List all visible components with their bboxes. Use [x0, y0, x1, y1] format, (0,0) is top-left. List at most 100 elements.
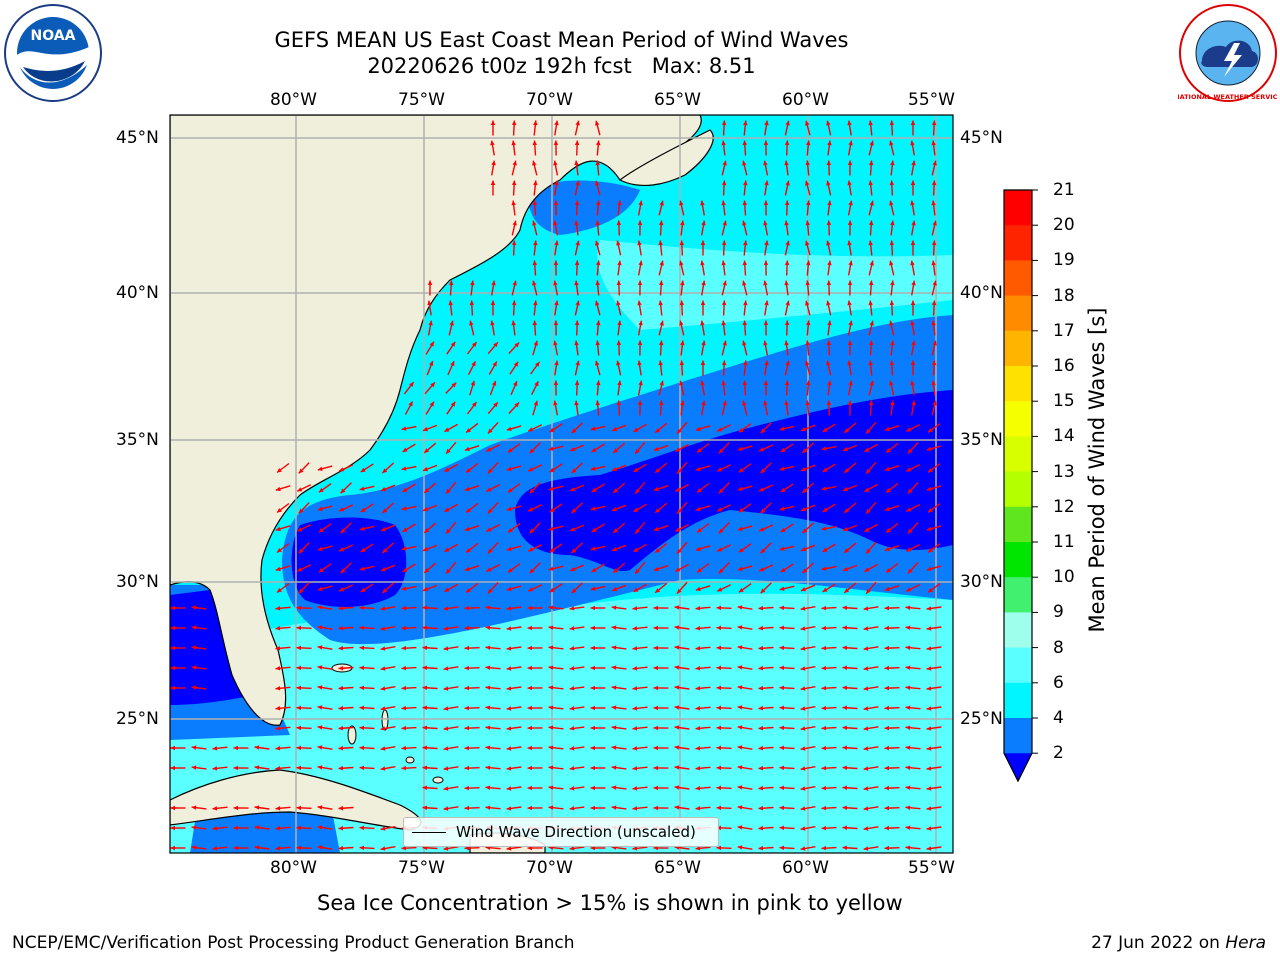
wind-wave-arrowhead: [695, 586, 701, 592]
wind-wave-arrowhead: [890, 220, 895, 226]
wind-wave-arrowhead: [866, 468, 871, 474]
wind-wave-arrowhead: [802, 448, 808, 453]
wind-wave-arrowhead: [805, 240, 810, 246]
wind-wave-arrowhead: [779, 725, 785, 731]
wind-wave-arrowhead: [486, 447, 492, 452]
wind-wave-arrowhead: [485, 805, 491, 810]
wind-wave-arrowhead: [843, 566, 848, 572]
wind-wave-arrowhead: [360, 507, 366, 513]
wind-wave-arrowhead: [827, 140, 832, 146]
wind-wave-arrowhead: [784, 140, 790, 145]
wind-wave-arrowhead: [506, 466, 512, 471]
wind-wave-arrowhead: [718, 528, 724, 534]
wind-wave-arrowhead: [611, 725, 617, 730]
wind-wave-arrowhead: [653, 645, 658, 651]
wind-wave-arrowhead: [506, 426, 512, 431]
wind-wave-arrowhead: [653, 705, 658, 711]
wind-wave-arrowhead: [381, 527, 386, 532]
wind-wave-arrowhead: [886, 528, 891, 533]
wind-wave-arrowhead: [490, 320, 495, 326]
wind-wave-arrowhead: [491, 280, 496, 286]
wind-wave-arrowhead: [653, 765, 658, 771]
wind-wave-arrowhead: [338, 725, 344, 731]
wind-wave-arrowhead: [464, 685, 469, 691]
wind-wave-arrowhead: [595, 120, 600, 126]
wind-wave-arrowhead: [506, 746, 512, 751]
wind-wave-arrowhead: [780, 567, 786, 573]
wind-wave-arrowhead: [487, 428, 493, 434]
wind-wave-arrowhead: [658, 220, 664, 226]
wind-wave-arrowhead: [487, 588, 493, 594]
wind-wave-arrowhead: [527, 645, 532, 651]
wind-wave-arrowhead: [590, 705, 595, 711]
wind-wave-arrowhead: [422, 745, 428, 751]
wind-wave-arrowhead: [632, 726, 638, 731]
wind-wave-arrowhead: [570, 487, 576, 492]
wind-wave-arrowhead: [275, 646, 281, 651]
wind-wave-arrowhead: [485, 745, 491, 750]
wind-wave-arrowhead: [318, 487, 324, 493]
wind-wave-arrowhead: [338, 845, 344, 851]
wind-wave-arrowhead: [821, 526, 827, 531]
wind-wave-arrowhead: [889, 300, 895, 306]
wind-wave-arrowhead: [466, 548, 471, 553]
wind-wave-arrowhead: [595, 400, 600, 406]
wind-wave-arrowhead: [487, 468, 493, 474]
wind-wave-arrowhead: [716, 605, 721, 611]
wind-wave-arrowhead: [170, 805, 175, 811]
wind-wave-arrowhead: [446, 448, 451, 454]
wind-wave-arrowhead: [574, 200, 580, 205]
wind-wave-arrowhead: [737, 705, 743, 710]
wind-wave-arrowhead: [191, 825, 197, 830]
wind-wave-arrowhead: [170, 645, 175, 651]
wind-wave-arrowhead: [590, 426, 596, 431]
wind-wave-arrowhead: [443, 686, 449, 691]
wind-wave-arrowhead: [863, 806, 869, 811]
wind-wave-arrowhead: [233, 765, 238, 771]
wind-wave-arrowhead: [401, 645, 407, 651]
wind-wave-arrowhead: [911, 340, 916, 346]
wind-wave-arrowhead: [847, 220, 853, 225]
wind-wave-arrowhead: [254, 765, 260, 770]
wind-wave-arrowhead: [931, 300, 937, 306]
wind-wave-arrowhead: [926, 786, 932, 791]
wind-wave-arrowhead: [926, 686, 932, 691]
wind-wave-arrowhead: [763, 380, 769, 385]
lon-tick-bottom-55w: 55°W: [908, 858, 955, 878]
wind-wave-arrowhead: [569, 686, 575, 691]
wind-wave-arrowhead: [779, 426, 785, 431]
wind-wave-arrowhead: [548, 645, 554, 650]
wind-wave-arrowhead: [779, 605, 785, 611]
wind-wave-arrowhead: [843, 486, 848, 492]
wind-wave-arrowhead: [338, 625, 344, 631]
wind-wave-arrowhead: [443, 666, 449, 671]
wind-wave-arrowhead: [611, 805, 617, 810]
wind-wave-arrowhead: [884, 725, 889, 731]
wind-wave-arrowhead: [380, 666, 386, 671]
wind-wave-arrowhead: [805, 120, 810, 126]
wind-wave-arrowhead: [527, 625, 532, 631]
wind-wave-arrowhead: [737, 605, 743, 610]
wind-wave-arrowhead: [931, 240, 937, 246]
wind-wave-arrowhead: [469, 320, 474, 326]
wind-wave-arrowhead: [716, 785, 721, 791]
wind-wave-arrowhead: [822, 547, 828, 552]
wind-wave-arrowhead: [932, 280, 937, 286]
wind-wave-arrowhead: [402, 487, 408, 492]
wind-wave-arrowhead: [574, 160, 579, 166]
wind-wave-arrowhead: [905, 765, 911, 770]
wind-wave-arrowhead: [780, 487, 786, 493]
wind-wave-arrowhead: [847, 400, 853, 405]
wind-wave-arrowhead: [905, 665, 911, 670]
wind-wave-arrowhead: [429, 401, 434, 407]
wind-wave-arrowhead: [889, 260, 894, 266]
national-weather-service-logo: NATIONAL WEATHER SERVICE: [1174, 3, 1280, 103]
wind-wave-arrowhead: [763, 340, 768, 346]
wind-wave-arrowhead: [590, 725, 595, 731]
wind-wave-arrowhead: [926, 846, 932, 851]
wind-wave-arrowhead: [926, 806, 932, 811]
wind-wave-arrowhead: [907, 448, 913, 454]
wind-wave-arrowhead: [784, 160, 789, 166]
wind-wave-arrowhead: [911, 220, 916, 226]
wind-wave-arrowhead: [848, 380, 853, 386]
